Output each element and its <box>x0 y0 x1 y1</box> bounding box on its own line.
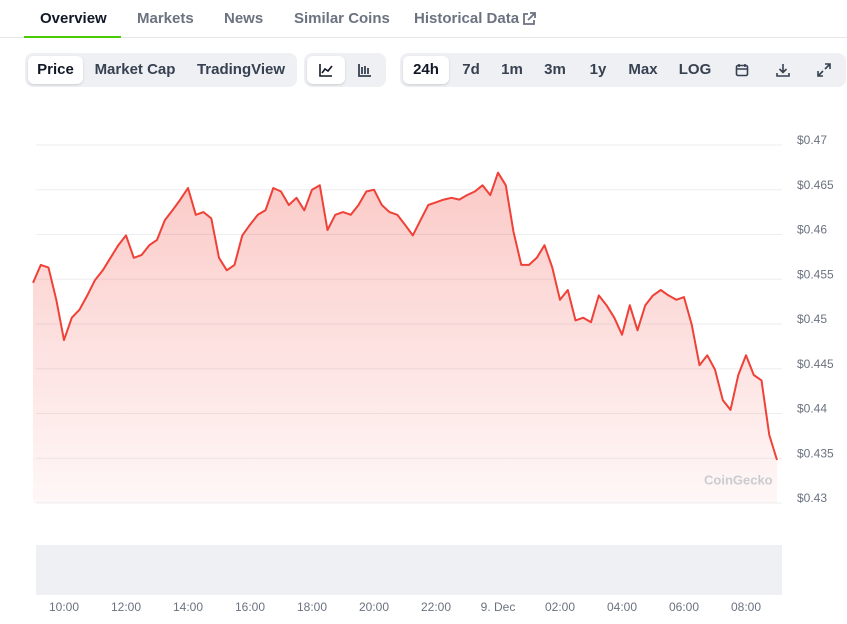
y-tick-label: $0.47 <box>797 133 827 147</box>
y-tick-label: $0.45 <box>797 312 827 326</box>
button[interactable]: 3m <box>544 61 566 78</box>
button[interactable]: LOG <box>678 61 712 78</box>
button[interactable]: Price <box>28 56 83 84</box>
button[interactable]: 7d <box>462 61 480 78</box>
x-tick-label: 16:00 <box>235 600 265 614</box>
active-underline <box>24 36 121 38</box>
y-tick-label: $0.43 <box>797 491 827 505</box>
y-tick-label: $0.46 <box>797 223 827 237</box>
tab[interactable]: Markets <box>137 10 194 27</box>
tab[interactable]: Similar Coins <box>294 10 390 27</box>
candle-button[interactable] <box>346 56 384 84</box>
chart-style <box>304 53 386 87</box>
watermark: CoinGecko <box>704 472 773 487</box>
y-tick-label: $0.435 <box>797 446 834 460</box>
button[interactable]: Max <box>628 61 658 78</box>
x-tick-label: 04:00 <box>607 600 637 614</box>
x-tick-label: 18:00 <box>297 600 327 614</box>
chart-tabs: Price Market Cap TradingView <box>25 53 297 87</box>
x-tick-label: 10:00 <box>49 600 79 614</box>
line-button[interactable] <box>307 56 345 84</box>
x-tick-label: 9. Dec <box>481 600 516 614</box>
calendar-button[interactable] <box>725 56 759 84</box>
button[interactable]: TradingView <box>196 61 286 78</box>
button[interactable]: 1y <box>589 61 607 78</box>
range-buttons: 24h 7d 1m 3m 1y Max LOG <box>400 53 846 87</box>
x-tick-label: 12:00 <box>111 600 141 614</box>
button[interactable]: 24h <box>403 56 449 84</box>
download-button[interactable] <box>766 56 800 84</box>
tab[interactable]: Overview <box>40 10 107 27</box>
x-tick-label: 14:00 <box>173 600 203 614</box>
x-tick-label: 08:00 <box>731 600 761 614</box>
y-tick-label: $0.445 <box>797 357 834 371</box>
x-tick-label: 20:00 <box>359 600 389 614</box>
button[interactable]: Market Cap <box>94 61 176 78</box>
tab[interactable]: News <box>224 10 264 27</box>
x-tick-label: 06:00 <box>669 600 699 614</box>
volume-band <box>36 545 782 595</box>
price-line <box>32 171 778 461</box>
y-tick-label: $0.455 <box>797 267 834 281</box>
y-tick-label: $0.44 <box>797 402 827 416</box>
button[interactable]: 1m <box>501 61 523 78</box>
x-tick-label: 22:00 <box>421 600 451 614</box>
y-tick-label: $0.465 <box>797 178 834 192</box>
external-icon <box>523 12 536 25</box>
fullscreen-button[interactable] <box>807 56 841 84</box>
tab[interactable]: Historical Data <box>414 10 520 27</box>
x-tick-label: 02:00 <box>545 600 575 614</box>
price-area <box>33 172 777 503</box>
divider <box>0 37 847 38</box>
